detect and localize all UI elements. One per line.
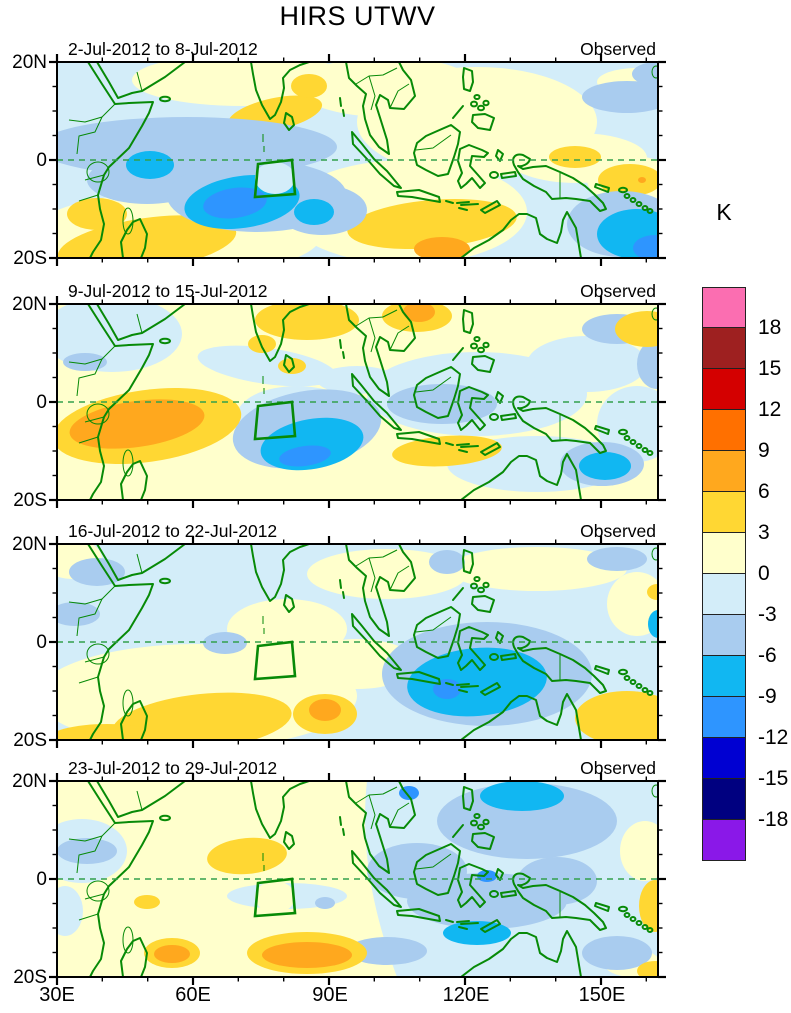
panel-1-ytick-20s: 20S (13, 248, 47, 269)
xtick-90e: 90E (312, 984, 348, 1006)
colorbar-tick--18: -18 (758, 808, 789, 831)
xtick-60e: 60E (175, 984, 211, 1006)
colorbar-tick-3: 3 (758, 521, 770, 544)
colorbar-cell-8 (702, 615, 746, 656)
colorbar-tick--3: -3 (758, 603, 777, 626)
panel-2-header: 9-Jul-2012 to 15-Jul-2012 Observed (57, 278, 658, 302)
colorbar-tick--6: -6 (758, 644, 777, 667)
colorbar-cell-11 (702, 738, 746, 779)
panel-2-ytick-20n: 20N (12, 294, 47, 315)
panel-2-ytick-20s: 20S (13, 490, 47, 511)
colorbar-tick--15: -15 (758, 767, 789, 790)
colorbar-unit-label: K (716, 199, 732, 225)
colorbar-cell-3 (702, 410, 746, 451)
panel-3-ytick-0: 0 (36, 632, 47, 653)
colorbar-tick-0: 0 (758, 562, 770, 585)
colorbar (702, 287, 746, 861)
colorbar-cell-6 (702, 533, 746, 574)
panel-3-header: 16-Jul-2012 to 22-Jul-2012 Observed (57, 518, 658, 542)
xtick-150e: 150E (578, 984, 626, 1006)
panel-4-ytick-20s: 20S (13, 967, 47, 988)
colorbar-tick-6: 6 (758, 480, 770, 503)
colorbar-cell-1 (702, 328, 746, 369)
colorbar-cell-10 (702, 697, 746, 738)
panel-3-ytick-20n: 20N (12, 534, 47, 555)
colorbar-tick-18: 18 (758, 316, 782, 339)
xtick-120e: 120E (442, 984, 490, 1006)
panel-3-frame (56, 543, 659, 741)
panel-2-source-label: Observed (580, 281, 656, 301)
panel-1-anomaly-field (57, 62, 658, 258)
colorbar-cell-13 (702, 820, 746, 861)
colorbar-tick-15: 15 (758, 357, 782, 380)
colorbar-tick-12: 12 (758, 398, 782, 421)
map-panel-1 (49, 54, 666, 266)
map-panel-2 (49, 296, 666, 508)
colorbar-cell-5 (702, 492, 746, 533)
colorbar-cell-7 (702, 574, 746, 615)
colorbar-cell-9 (702, 656, 746, 697)
panel-4-frame (56, 780, 659, 978)
map-panel-3 (49, 536, 666, 748)
colorbar-cell-0 (702, 287, 746, 328)
panel-4-ytick-20n: 20N (12, 771, 47, 792)
panel-3-date-range: 16-Jul-2012 to 22-Jul-2012 (68, 521, 278, 541)
panel-1-date-range: 2-Jul-2012 to 8-Jul-2012 (68, 39, 258, 59)
colorbar-cell-2 (702, 369, 746, 410)
colorbar-tick-9: 9 (758, 439, 770, 462)
panel-3-axis-ticks (49, 536, 666, 748)
colorbar-tick--12: -12 (758, 726, 789, 749)
panel-2-ytick-0: 0 (36, 392, 47, 413)
panel-4-header: 23-Jul-2012 to 29-Jul-2012 Observed (57, 755, 658, 779)
panel-1-header: 2-Jul-2012 to 8-Jul-2012 Observed (57, 36, 658, 60)
figure-title: HIRS UTWV (279, 1, 436, 31)
xtick-30e: 30E (39, 984, 75, 1006)
panel-3-ytick-20s: 20S (13, 730, 47, 751)
map-panel-4 (49, 773, 666, 985)
panel-1-frame (56, 61, 659, 259)
panel-4-date-range: 23-Jul-2012 to 29-Jul-2012 (68, 758, 278, 778)
panel-1-ytick-0: 0 (36, 150, 47, 171)
panel-1-source-label: Observed (580, 39, 656, 59)
colorbar-tick--9: -9 (758, 685, 777, 708)
colorbar-cell-12 (702, 779, 746, 820)
panel-3-anomaly-field (57, 544, 658, 740)
panel-4-source-label: Observed (580, 758, 656, 778)
panel-2-date-range: 9-Jul-2012 to 15-Jul-2012 (68, 281, 268, 301)
colorbar-cell-4 (702, 451, 746, 492)
panel-4-ytick-0: 0 (36, 869, 47, 890)
panel-2-frame (56, 303, 659, 501)
panel-1-ytick-20n: 20N (12, 52, 47, 73)
panel-3-source-label: Observed (580, 521, 656, 541)
